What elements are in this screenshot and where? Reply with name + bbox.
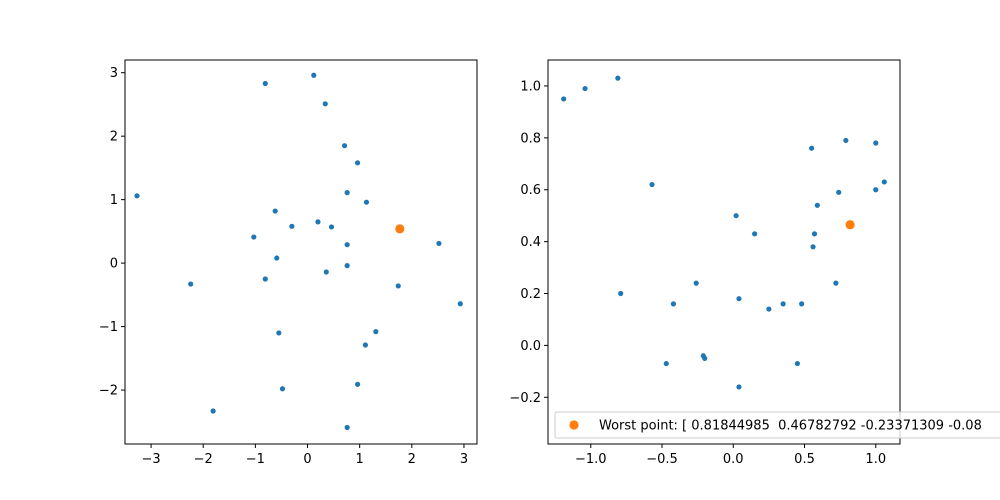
data-point [276,330,282,336]
worst-point-marker [395,224,405,234]
x-tick-label: 1.0 [865,452,886,467]
x-tick-label: 0.0 [723,452,744,467]
data-point [363,199,370,205]
x-tick-label: 0.5 [794,452,815,467]
data-point [341,143,348,149]
data-point [873,140,879,146]
data-point [615,75,621,81]
data-point [582,85,588,92]
data-point [733,213,739,219]
data-point [809,145,815,151]
data-point [188,281,194,287]
data-point [279,386,286,392]
x-tick-label: −1.0 [575,452,607,467]
data-point [315,219,321,225]
data-point [362,342,368,348]
data-point [561,96,567,102]
worst-point-marker [845,220,855,230]
y-tick-label: −2 [99,384,118,399]
data-point [436,240,442,247]
x-tick-label: −2 [194,452,213,467]
left-scatter-panel: −3 −2 −1 0 1 2 3 −2 −1 0 1 2 3 [99,59,478,467]
legend-label: Worst point: [ 0.81844985 0.46782792 -0.… [599,419,982,434]
data-point [134,193,140,199]
data-point [210,408,216,414]
data-point [670,301,677,307]
y-tick-label: −0.2 [509,391,541,406]
x-tick-label: 3 [460,452,468,467]
data-point [262,276,268,282]
data-point [649,181,655,188]
y-tick-label: 3 [110,66,118,81]
data-point [736,296,742,302]
axes-frame [124,59,478,445]
y-tick-label: 2 [110,130,118,145]
data-point [289,223,295,229]
data-point [780,301,786,307]
data-point [693,280,699,286]
data-point [736,384,742,390]
data-point [794,360,800,367]
data-point [702,355,708,361]
y-tick-label: 1.0 [520,79,541,94]
data-point [833,280,839,286]
axes-frame [547,59,901,445]
y-tick-label: 0.2 [520,287,541,302]
x-tick-label: −1 [246,452,265,467]
data-point [354,381,361,387]
data-point [322,101,328,107]
data-point [836,189,842,195]
data-point [395,283,401,289]
plot-area [134,72,463,431]
legend-marker [569,420,579,430]
x-tick-label: −3 [141,452,160,467]
x-tick-label: 1 [356,452,364,467]
data-point [274,255,280,261]
legend-box [554,411,1000,439]
data-point [328,224,335,230]
data-point [843,137,849,144]
data-point [618,290,624,297]
data-point [262,80,268,87]
y-tick-label: 0 [110,257,118,272]
data-point [272,208,278,214]
y-tick-label: 0.8 [520,131,541,146]
data-point [810,244,816,250]
x-tick-label: 0 [303,452,311,467]
data-point [799,301,805,307]
data-point [873,187,879,193]
x-tick-label: 2 [408,452,416,467]
data-point [344,424,350,431]
data-point [344,263,350,269]
y-tick-label: 0.4 [520,235,541,250]
data-point [373,329,379,335]
y-tick-label: −1 [99,320,118,335]
data-point [311,72,317,78]
y-tick-label: 0.6 [520,183,541,198]
y-tick-label: 1 [110,193,118,208]
x-tick-label: −0.5 [646,452,678,467]
right-scatter-panel: −1.0 −0.5 0.0 0.5 1.0 −0.2 0.0 0.2 0.4 0.6 0.8 1.0 W… [509,59,1000,467]
legend: Worst point: [ 0.81844985 0.46782792 -0.… [554,411,1000,439]
data-point [881,179,887,185]
data-point [323,269,329,275]
data-point [766,306,772,312]
y-tick-label: 0.0 [520,339,541,354]
data-point [457,301,463,307]
data-point [663,360,669,367]
data-point [344,190,350,196]
data-point [354,160,361,166]
plot-area [561,75,887,390]
data-point [752,231,758,237]
data-point [344,242,350,248]
data-point [251,234,257,240]
data-point [811,231,818,237]
data-point [814,202,820,208]
